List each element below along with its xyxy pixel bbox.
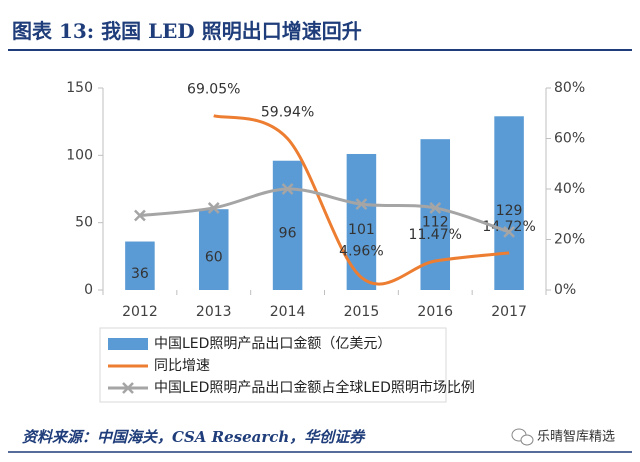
chart-title: 图表 13: 我国 LED 照明出口增速回升 <box>12 19 362 43</box>
y2-tick-label: 40% <box>554 181 585 197</box>
x-tick-label: 2013 <box>196 304 232 320</box>
y2-tick-label: 0% <box>554 282 576 298</box>
y-tick-label: 50 <box>75 215 93 231</box>
bar <box>494 116 524 290</box>
data-label: 69.05% <box>187 82 240 98</box>
legend-box <box>99 327 447 403</box>
marker <box>355 198 368 211</box>
y-tick-label: 100 <box>66 147 93 163</box>
source: 资料来源：中国海关，CSA Research，华创证券 <box>22 428 366 446</box>
legend-marker <box>122 382 134 394</box>
bar-label: 112 <box>422 215 449 231</box>
legend-label: 同比增速 <box>154 358 210 374</box>
y2-tick-label: 60% <box>554 131 585 147</box>
bar <box>272 160 303 290</box>
x-tick-label: 2015 <box>344 304 380 320</box>
y-tick-label: 150 <box>66 80 93 96</box>
legend-label: 中国LED照明产品出口金额（亿美元） <box>154 336 391 352</box>
bar-label: 60 <box>205 250 223 266</box>
marker <box>503 226 515 238</box>
bar-label: 129 <box>496 203 523 219</box>
data-label: 59.94% <box>261 105 314 121</box>
line <box>139 187 510 234</box>
data-label: 4.96% <box>339 243 383 259</box>
bar-label: 101 <box>348 222 375 238</box>
data-label: 11.47% <box>409 227 462 243</box>
wechat-icon <box>511 428 534 446</box>
line <box>213 114 510 286</box>
data-label: 14.72% <box>482 219 535 235</box>
marker <box>134 209 146 222</box>
bar-label: 36 <box>131 266 149 282</box>
bar <box>125 241 155 290</box>
bar <box>198 209 229 290</box>
x-tick-label: 2014 <box>270 304 306 320</box>
x-tick-label: 2017 <box>491 304 527 320</box>
y2-tick-label: 80% <box>554 80 585 96</box>
marker <box>207 202 220 214</box>
y-tick-label: 0 <box>84 282 93 298</box>
marker <box>429 202 442 214</box>
x-tick-label: 2012 <box>122 304 158 320</box>
x-tick-label: 2016 <box>417 304 453 320</box>
legend-label: 中国LED照明产品出口金额占全球LED照明市场比例 <box>154 379 475 396</box>
watermark: 乐晴智库精选 <box>537 429 615 445</box>
marker <box>281 183 294 195</box>
legend-swatch <box>108 338 148 350</box>
y2-tick-label: 20% <box>554 232 585 248</box>
bar-label: 96 <box>279 225 297 241</box>
